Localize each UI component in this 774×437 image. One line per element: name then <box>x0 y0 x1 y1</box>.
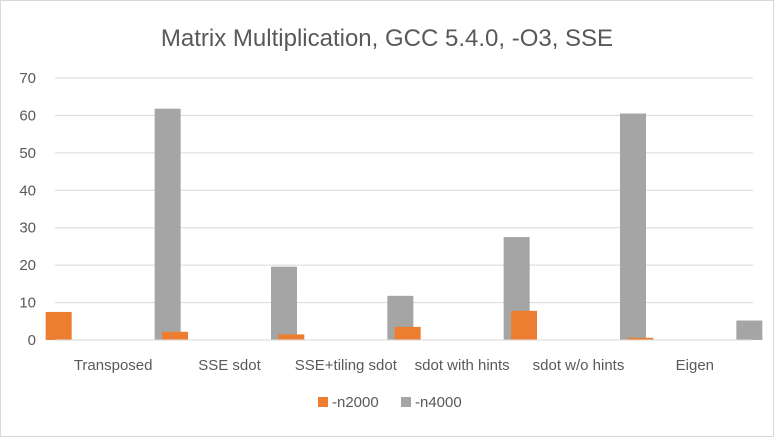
y-tick-label: 0 <box>28 332 36 349</box>
y-axis-ticks: 0 10 20 30 40 50 60 70 <box>19 70 36 349</box>
legend-label: -n2000 <box>332 394 379 411</box>
bar-n2000-0 <box>45 311 72 340</box>
x-tick-label: sdot w/o hints <box>533 357 625 374</box>
bar-n2000-5 <box>627 337 654 340</box>
bar-n4000-5 <box>736 320 763 340</box>
bar-n4000-1 <box>271 266 297 340</box>
chart-title: Matrix Multiplication, GCC 5.4.0, -O3, S… <box>161 25 613 52</box>
bar-n2000-3 <box>394 326 421 340</box>
x-tick-label: Transposed <box>74 357 153 374</box>
x-tick-label: SSE+tiling sdot <box>295 357 398 374</box>
y-tick-label: 40 <box>19 182 36 199</box>
x-tick-label: SSE sdot <box>198 357 261 374</box>
legend-label: -n4000 <box>415 394 462 411</box>
x-tick-label: sdot with hints <box>415 357 510 374</box>
y-tick-label: 30 <box>19 220 36 237</box>
bar-n2000-2 <box>278 334 305 340</box>
y-tick-label: 20 <box>19 257 36 274</box>
legend-swatch <box>401 397 411 407</box>
y-tick-label: 70 <box>19 70 36 87</box>
legend: -n2000 -n4000 <box>318 394 462 411</box>
x-axis-labels: Transposed SSE sdot SSE+tiling sdot sdot wi… <box>74 357 714 374</box>
x-tick-label: Eigen <box>676 357 714 374</box>
bar-n4000-4 <box>620 113 646 340</box>
bar-n2000-1 <box>162 331 188 340</box>
bar-n4000-0 <box>154 108 181 340</box>
y-tick-label: 60 <box>19 107 36 124</box>
bar-n2000-4 <box>511 310 537 340</box>
legend-swatch <box>318 397 328 407</box>
bars <box>45 108 763 340</box>
y-tick-label: 10 <box>19 295 36 312</box>
y-tick-label: 50 <box>19 145 36 162</box>
